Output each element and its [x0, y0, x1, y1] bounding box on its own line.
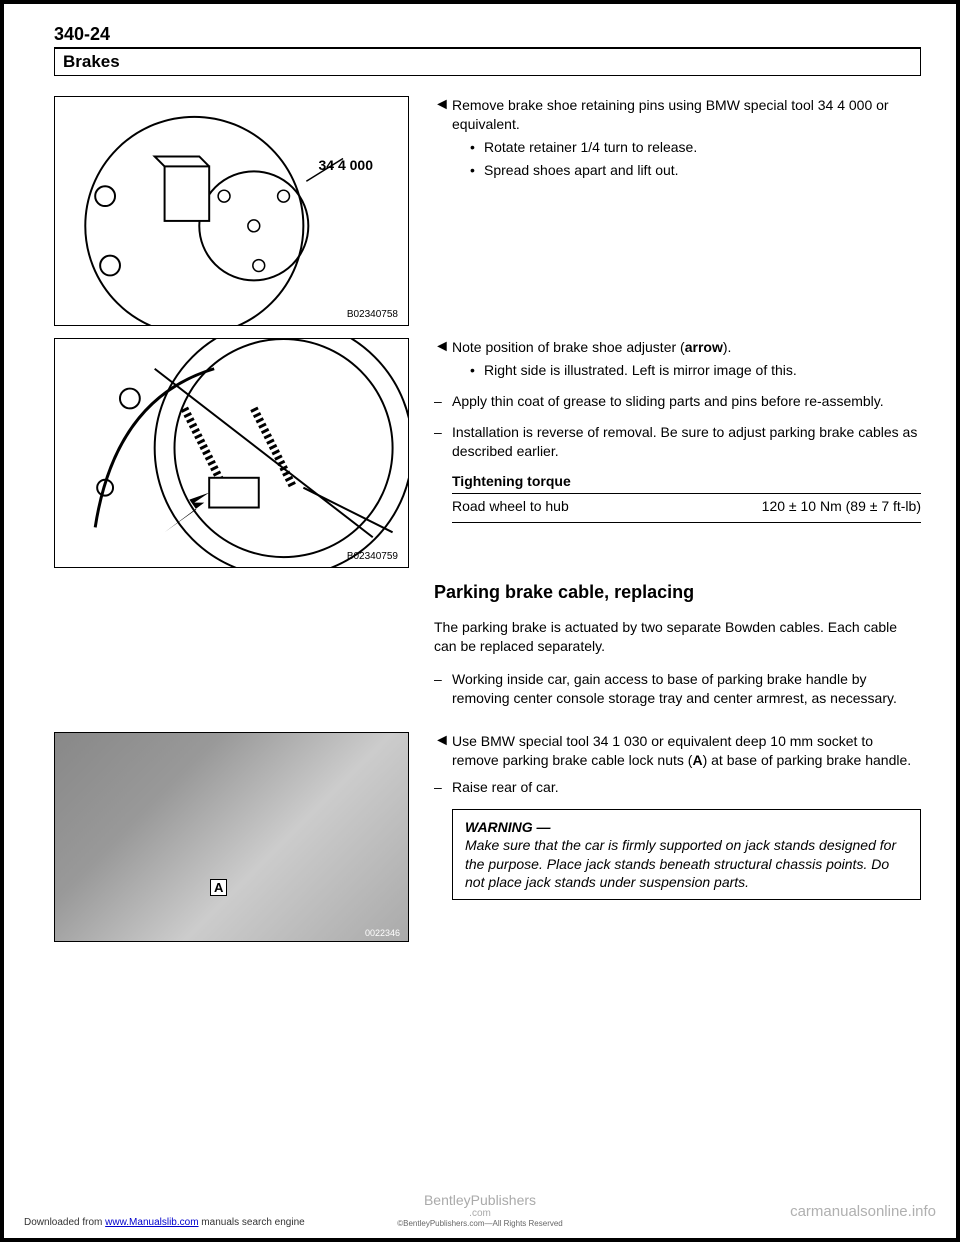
- text-column-3: Parking brake cable, replacing The parki…: [434, 580, 921, 720]
- footer: Downloaded from www.Manualslib.com manua…: [4, 1217, 956, 1228]
- section-1: 34 4 000 B02340758 ◄ Remove brake shoe r…: [54, 96, 921, 326]
- footer-right: carmanualsonline.info: [790, 1203, 936, 1220]
- figure-2: B02340759: [54, 338, 409, 568]
- figure-3-photo: A 0022346: [54, 732, 409, 942]
- warning-box: WARNING — Make sure that the car is firm…: [452, 809, 921, 900]
- section-2: B02340759 ◄ Note position of brake shoe …: [54, 338, 921, 568]
- step-3-text: Apply thin coat of grease to sliding par…: [452, 392, 921, 411]
- photo-label-a: A: [210, 879, 227, 896]
- page-content: 340-24 Brakes 34 4 00: [4, 4, 956, 974]
- text-column-1: ◄ Remove brake shoe retaining pins using…: [434, 96, 921, 326]
- step-2: ◄ Note position of brake shoe adjuster (…: [434, 338, 921, 384]
- footer-left-prefix: Downloaded from: [24, 1217, 105, 1228]
- footer-center: BentleyPublishers .com ©BentleyPublisher…: [397, 1192, 563, 1228]
- step-5: – Working inside car, gain access to bas…: [434, 670, 921, 708]
- step-7: – Raise rear of car.: [434, 778, 921, 797]
- page-number: 340-24: [54, 24, 921, 45]
- figure-3-caption: 0022346: [365, 928, 400, 938]
- footer-center-bottom: ©BentleyPublishers.com—All Rights Reserv…: [397, 1219, 563, 1228]
- section-4: A 0022346 ◄ Use BMW special tool 34 1 03…: [54, 732, 921, 942]
- figure-1-caption: B02340758: [347, 309, 398, 320]
- figure-1: 34 4 000 B02340758: [54, 96, 409, 326]
- step-1-bullet-1: Spread shoes apart and lift out.: [470, 161, 921, 180]
- intro-paragraph: The parking brake is actuated by two sep…: [434, 618, 921, 656]
- brake-diagram-2-icon: [55, 339, 408, 567]
- step-1-intro: Remove brake shoe retaining pins using B…: [452, 97, 889, 132]
- dash-icon: –: [434, 670, 452, 708]
- step-3: – Apply thin coat of grease to sliding p…: [434, 392, 921, 411]
- step-2-bullet-0: Right side is illustrated. Left is mirro…: [470, 361, 921, 380]
- step-1: ◄ Remove brake shoe retaining pins using…: [434, 96, 921, 184]
- step-4-text: Installation is reverse of removal. Be s…: [452, 423, 921, 461]
- footer-link[interactable]: www.Manualslib.com: [105, 1217, 198, 1228]
- step-2-text: Note position of brake shoe adjuster (ar…: [452, 338, 921, 384]
- step-2-intro: Note position of brake shoe adjuster (ar…: [452, 339, 731, 355]
- warning-title: WARNING —: [465, 818, 908, 837]
- step-1-text: Remove brake shoe retaining pins using B…: [452, 96, 921, 184]
- step-1-bullets: Rotate retainer 1/4 turn to release. Spr…: [470, 138, 921, 180]
- step-4: – Installation is reverse of removal. Be…: [434, 423, 921, 461]
- page-title-box: Brakes: [54, 47, 921, 76]
- step-1-bullet-0: Rotate retainer 1/4 turn to release.: [470, 138, 921, 157]
- page-title: Brakes: [63, 52, 912, 72]
- torque-value: 120 ± 10 Nm (89 ± 7 ft-lb): [762, 497, 921, 516]
- figure-1-label: 34 4 000: [319, 157, 374, 173]
- dash-icon: –: [434, 392, 452, 411]
- torque-label: Road wheel to hub: [452, 497, 569, 516]
- footer-left-suffix: manuals search engine: [199, 1217, 305, 1228]
- arrow-icon: ◄: [434, 96, 452, 184]
- torque-row: Road wheel to hub 120 ± 10 Nm (89 ± 7 ft…: [452, 497, 921, 523]
- torque-title: Tightening torque: [452, 472, 921, 494]
- heading-parking-brake: Parking brake cable, replacing: [434, 580, 921, 604]
- section-3: Parking brake cable, replacing The parki…: [54, 580, 921, 720]
- text-column-4: ◄ Use BMW special tool 34 1 030 or equiv…: [434, 732, 921, 942]
- content-area: 34 4 000 B02340758 ◄ Remove brake shoe r…: [54, 96, 921, 954]
- figure-placeholder: [54, 580, 409, 720]
- arrow-icon: ◄: [434, 732, 452, 770]
- text-column-2: ◄ Note position of brake shoe adjuster (…: [434, 338, 921, 568]
- step-7-text: Raise rear of car.: [452, 778, 921, 797]
- figure-2-caption: B02340759: [347, 551, 398, 562]
- brake-diagram-1-icon: [55, 97, 408, 325]
- footer-center-top: BentleyPublishers: [397, 1192, 563, 1208]
- footer-center-mid: .com: [397, 1208, 563, 1219]
- step-6-text: Use BMW special tool 34 1 030 or equival…: [452, 732, 921, 770]
- step-5-text: Working inside car, gain access to base …: [452, 670, 921, 708]
- step-6: ◄ Use BMW special tool 34 1 030 or equiv…: [434, 732, 921, 770]
- warning-text: Make sure that the car is firmly support…: [465, 836, 908, 891]
- arrow-icon: ◄: [434, 338, 452, 384]
- dash-icon: –: [434, 423, 452, 461]
- step-2-bullets: Right side is illustrated. Left is mirro…: [470, 361, 921, 380]
- dash-icon: –: [434, 778, 452, 797]
